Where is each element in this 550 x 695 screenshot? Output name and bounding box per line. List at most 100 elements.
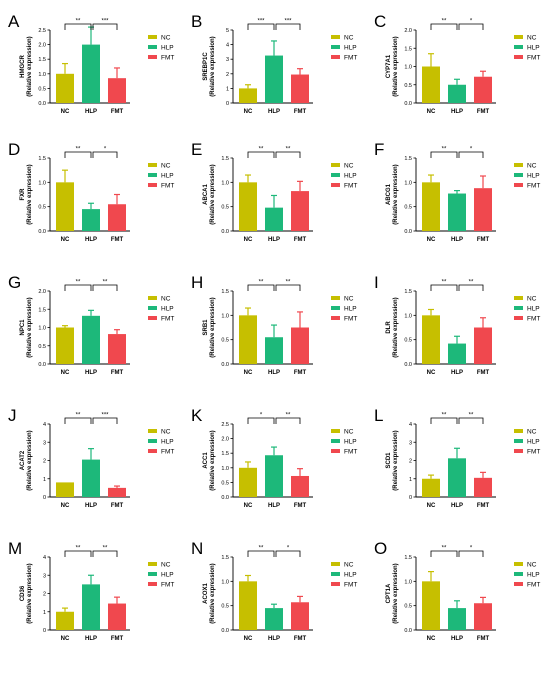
y-tick-label: 1.5 — [38, 307, 46, 313]
legend-label: HLP — [161, 306, 174, 313]
sig-bracket-right — [92, 151, 118, 158]
x-tick-label: NC — [244, 370, 253, 376]
x-tick-label: NC — [244, 237, 253, 243]
sig-bracket-right — [275, 151, 301, 158]
y-tick-label: 2.0 — [221, 437, 229, 443]
x-tick-label: FMT — [294, 109, 307, 115]
y-tick-label: 5 — [226, 28, 229, 34]
y-axis-label: ABCG1 — [386, 183, 392, 205]
y-tick-label: 2.0 — [38, 289, 46, 295]
legend-swatch-hlp — [148, 306, 157, 310]
legend-swatch-hlp — [514, 45, 523, 49]
bar-hlp — [448, 193, 466, 231]
legend-label: HLP — [344, 572, 357, 579]
bar-fmt — [474, 188, 492, 231]
legend-swatch-nc — [331, 429, 340, 433]
legend-swatch-hlp — [148, 439, 157, 443]
sig-label: * — [104, 147, 107, 153]
x-tick-label: NC — [61, 109, 70, 115]
legend-label: NC — [344, 163, 354, 170]
panel-letter: A — [8, 12, 20, 31]
x-tick-label: FMT — [477, 503, 490, 509]
x-tick-label: NC — [244, 503, 253, 509]
legend-swatch-nc — [514, 429, 523, 433]
panel-h: H 0.0 0.5 1.0 1.5 SRB1 (Relative expression) NC… — [191, 273, 357, 376]
legend-label: HLP — [344, 439, 357, 446]
bar-nc — [422, 182, 440, 231]
y-tick-label: 0.0 — [38, 229, 46, 235]
sig-label: ** — [469, 280, 474, 286]
legend-swatch-hlp — [148, 173, 157, 177]
legend-label: HLP — [344, 173, 357, 180]
y-axis-sublabel: (Relative expression) — [210, 164, 216, 224]
legend-swatch-nc — [514, 35, 523, 39]
bar-hlp — [448, 458, 466, 497]
y-tick-label: 2.0 — [38, 43, 46, 49]
x-tick-label: HLP — [451, 237, 463, 243]
y-tick-label: 1.0 — [221, 466, 229, 472]
y-tick-label: 3 — [409, 440, 412, 446]
x-tick-label: NC — [244, 109, 253, 115]
bar-nc — [56, 73, 74, 103]
y-axis-sublabel: (Relative expression) — [27, 164, 33, 224]
y-tick-label: 0.0 — [221, 362, 229, 368]
y-tick-label: 1.0 — [38, 180, 46, 186]
y-tick-label: 0.0 — [404, 362, 412, 368]
sig-bracket-right — [92, 284, 118, 291]
x-tick-label: NC — [427, 636, 436, 642]
x-tick-label: HLP — [451, 636, 463, 642]
y-tick-label: 1.5 — [404, 46, 412, 52]
x-tick-label: HLP — [85, 109, 97, 115]
x-tick-label: FMT — [111, 503, 124, 509]
panel-letter: K — [191, 406, 203, 425]
panel-i: I 0.0 0.5 1.0 1.5 DLR (Relative expression) NC H… — [374, 273, 540, 376]
panel-n: N 0.0 0.5 1.0 1.5 ACOX1 (Relative expression) N… — [191, 539, 357, 642]
y-axis-sublabel: (Relative expression) — [27, 297, 33, 357]
bar-fmt — [474, 327, 492, 364]
bar-hlp — [82, 459, 100, 497]
y-tick-label: 1.0 — [38, 72, 46, 78]
legend-swatch-hlp — [331, 173, 340, 177]
x-tick-label: FMT — [111, 109, 124, 115]
legend-label: FMT — [161, 316, 174, 323]
sig-bracket-right — [92, 23, 118, 30]
x-tick-label: NC — [244, 636, 253, 642]
bar-fmt — [291, 602, 309, 630]
panel-b: B 0 1 2 3 4 5 SREBP1C (Relative expression) NC HLP… — [191, 12, 357, 115]
legend-swatch-hlp — [514, 439, 523, 443]
legend-swatch-nc — [331, 296, 340, 300]
legend-label: NC — [527, 429, 537, 436]
legend-label: FMT — [527, 582, 540, 589]
panel-f: F 0.0 0.5 1.0 1.5 ABCG1 (Relative expression) N… — [374, 140, 540, 243]
x-tick-label: HLP — [268, 109, 280, 115]
legend-swatch-hlp — [331, 439, 340, 443]
sig-label: ** — [76, 19, 81, 25]
sig-label: ** — [76, 413, 81, 419]
y-tick-label: 0.0 — [221, 628, 229, 634]
y-tick-label: 1 — [43, 610, 46, 616]
y-tick-label: 1.5 — [404, 289, 412, 295]
y-tick-label: 2 — [43, 459, 46, 465]
y-axis-label: ACC1 — [203, 452, 209, 469]
sig-bracket-right — [275, 284, 301, 291]
sig-bracket-left — [430, 417, 458, 424]
bar-hlp — [82, 44, 100, 103]
legend-swatch-nc — [148, 429, 157, 433]
sig-bracket-right — [275, 550, 301, 557]
legend-swatch-hlp — [148, 45, 157, 49]
legend-swatch-hlp — [331, 45, 340, 49]
legend-label: NC — [527, 562, 537, 569]
x-tick-label: HLP — [85, 503, 97, 509]
legend-label: HLP — [161, 45, 174, 52]
y-tick-label: 0 — [409, 495, 412, 501]
x-tick-label: FMT — [111, 636, 124, 642]
y-axis-label: ACAT2 — [20, 450, 26, 470]
legend-swatch-nc — [148, 296, 157, 300]
sig-bracket-right — [92, 417, 118, 424]
y-axis-label: SCD1 — [386, 452, 392, 469]
legend-swatch-nc — [331, 35, 340, 39]
legend-label: HLP — [161, 173, 174, 180]
panel-m: M 0 1 2 3 4 CD36 (Relative expression) NC HLP FMT *… — [8, 539, 174, 642]
bar-nc — [422, 478, 440, 497]
legend-label: HLP — [344, 45, 357, 52]
